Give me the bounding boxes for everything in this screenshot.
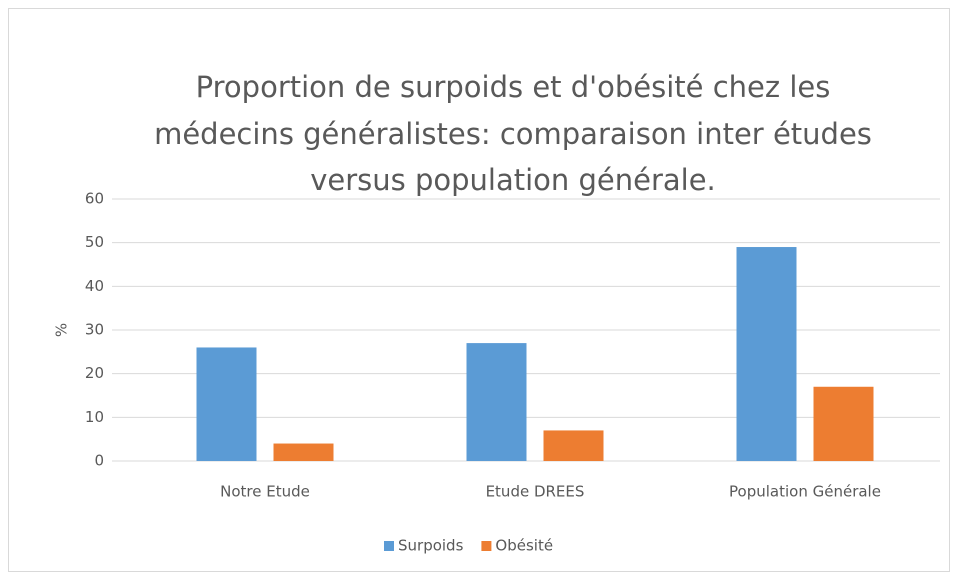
legend-swatch (481, 541, 492, 551)
y-axis-label: % (53, 323, 71, 337)
y-tick-label: 20 (85, 364, 104, 382)
chart-title: versus population générale. (310, 163, 716, 197)
bar (543, 430, 604, 461)
y-tick-label: 60 (85, 190, 104, 208)
y-tick-label: 40 (85, 277, 104, 295)
x-tick-label: Notre Etude (220, 483, 310, 501)
bar (273, 443, 334, 461)
x-tick-label: Population Générale (729, 483, 881, 501)
legend-label: Obésité (495, 537, 553, 555)
bar (736, 247, 797, 461)
chart-title: médecins généralistes: comparaison inter… (154, 117, 872, 151)
chart-title: Proportion de surpoids et d'obésité chez… (196, 70, 831, 104)
legend-swatch (384, 541, 394, 551)
y-tick-label: 30 (85, 321, 104, 339)
bar (466, 343, 527, 461)
y-tick-label: 10 (85, 408, 104, 426)
y-tick-label: 0 (94, 452, 104, 470)
legend-label: Surpoids (398, 537, 464, 555)
bar (813, 386, 874, 461)
y-tick-label: 50 (85, 233, 104, 251)
x-tick-label: Etude DREES (486, 483, 585, 501)
bar (196, 347, 257, 461)
